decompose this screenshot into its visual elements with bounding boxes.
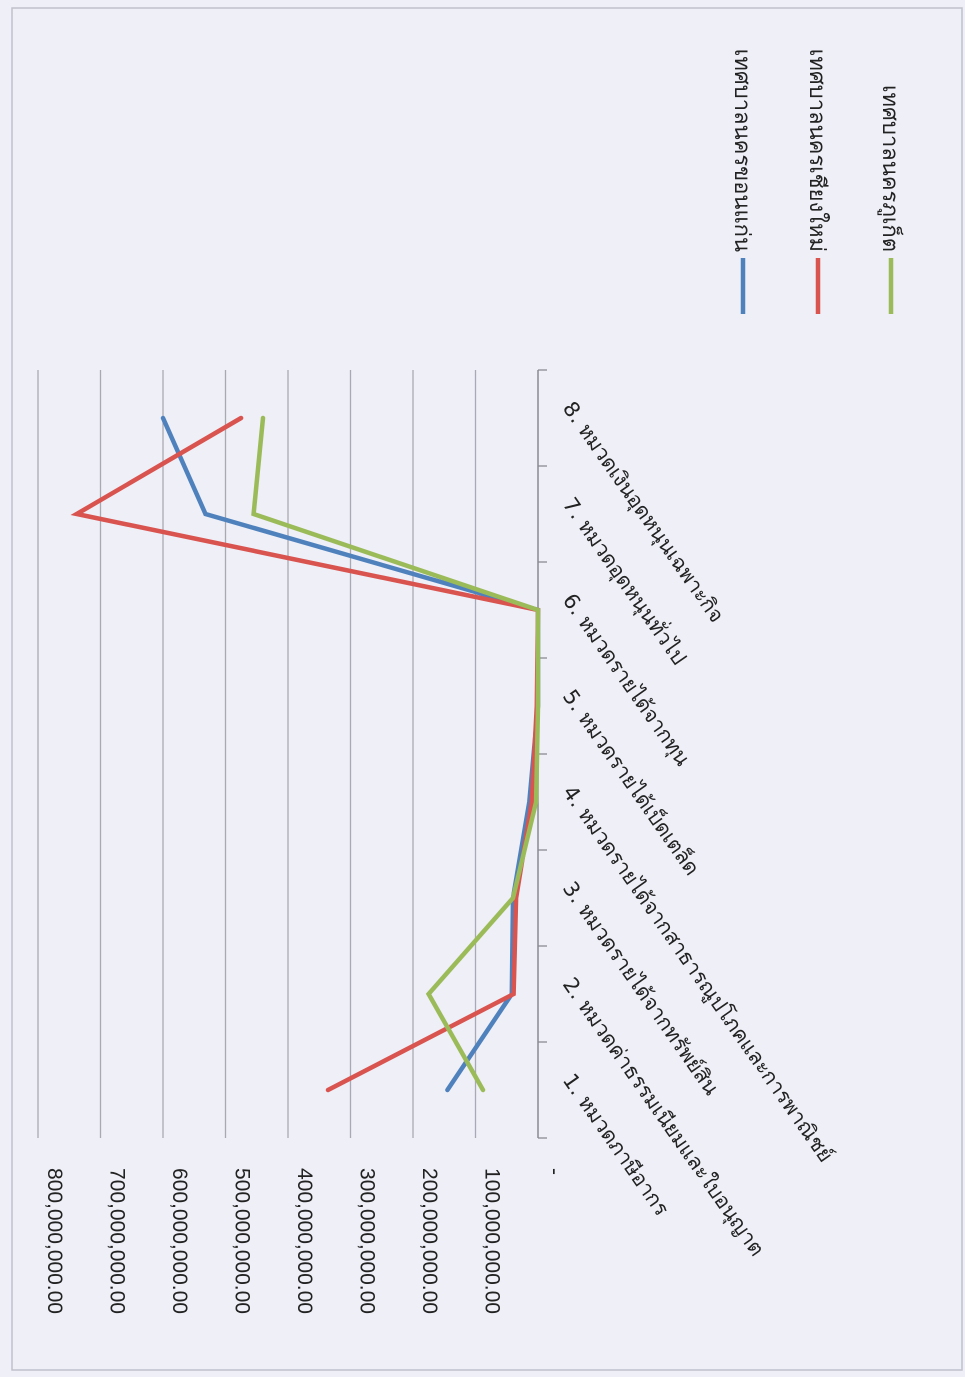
category-label: 6. หมวดรายได้จากทุน [557,589,695,771]
series-line-2 [70,415,541,1093]
value-tick-label: - [543,1168,566,1175]
value-tick-label: 500,000,000.00 [231,1168,254,1314]
value-tick-label: 700,000,000.00 [106,1168,129,1314]
chart-border [11,7,963,1371]
value-tick-label: 800,000,000.00 [43,1168,66,1314]
category-label: 5. หมวดรายได้เบ็ดเตล็ด [558,684,706,880]
legend-label-2: เทศบาลนครเชียงใหม่ [804,49,830,252]
value-tick-label: 400,000,000.00 [293,1168,316,1314]
category-label: 7. หมวดอุดหนุนทั่วไป [557,491,694,669]
series-line-3 [251,415,541,1093]
legend-label-3: เทศบาลนครภูเก็ต [877,85,905,252]
value-tick-label: 600,000,000.00 [168,1168,191,1314]
value-tick-label: 100,000,000.00 [481,1168,504,1314]
value-tick-label: 200,000,000.00 [418,1168,441,1314]
value-tick-label: 300,000,000.00 [356,1168,379,1314]
legend-label-1: เทศบาลนครขอนแก่น [729,49,754,252]
